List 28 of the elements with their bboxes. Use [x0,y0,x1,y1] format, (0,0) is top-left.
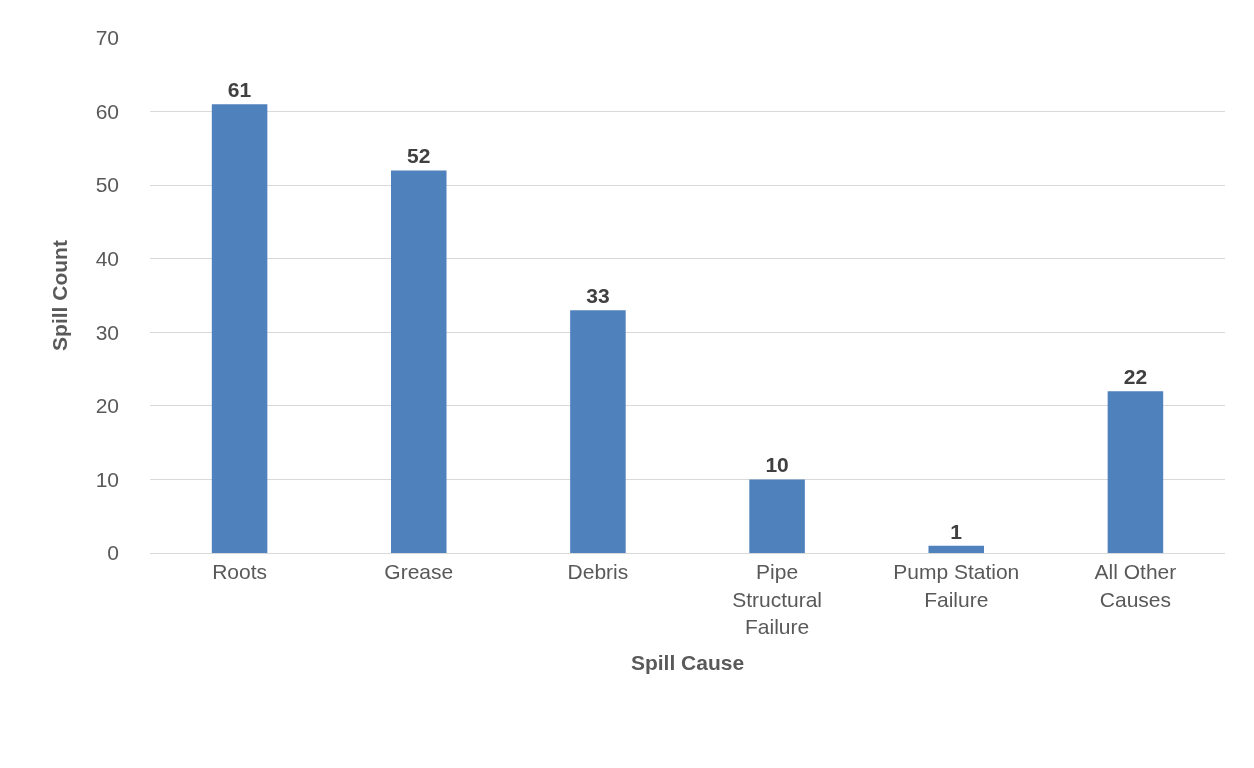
y-tick-label: 40 [95,247,119,271]
y-tick-label: 10 [95,467,119,491]
y-tick-label: 70 [95,26,119,50]
data-label: 10 [765,453,789,477]
bar [211,104,268,553]
y-axis-title: Spill Count [47,240,71,351]
y-tick-label: 50 [95,173,119,197]
bar [1107,391,1164,553]
y-tick-label: 20 [95,394,119,418]
data-label: 1 [950,519,963,543]
x-tick-label: Pipe Structural Failure [732,560,823,638]
x-tick-label: Grease [384,560,454,584]
bar [390,170,447,553]
y-tick-label: 0 [107,541,119,565]
x-tick-label: Pump Station Failure [893,560,1020,611]
data-label: 33 [586,284,610,308]
data-label: 52 [407,144,431,168]
y-tick-label: 60 [95,99,119,123]
bar [928,545,985,553]
x-tick-label: Debris [567,560,629,584]
x-tick-label: Roots [212,560,268,584]
bar [570,310,626,553]
y-tick-label: 30 [95,320,119,344]
data-label: 22 [1123,365,1148,389]
x-tick-label: All Other Causes [1094,560,1177,611]
x-axis-title: Spill Cause [630,651,745,674]
data-label: 61 [227,78,252,102]
bar [749,479,805,553]
